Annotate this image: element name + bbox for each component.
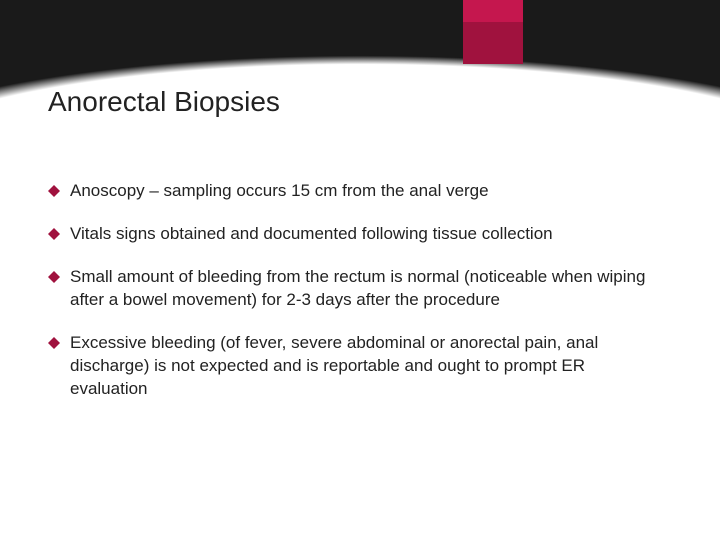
list-item: Vitals signs obtained and documented fol… [48, 223, 662, 246]
bullet-text: Excessive bleeding (of fever, severe abd… [70, 332, 662, 401]
diamond-bullet-icon [48, 271, 60, 283]
bullet-text: Small amount of bleeding from the rectum… [70, 266, 662, 312]
diamond-bullet-icon [48, 228, 60, 240]
accent-square [463, 22, 523, 64]
list-item: Excessive bleeding (of fever, severe abd… [48, 332, 662, 401]
content-area: Anoscopy – sampling occurs 15 cm from th… [48, 180, 662, 421]
list-item: Anoscopy – sampling occurs 15 cm from th… [48, 180, 662, 203]
diamond-bullet-icon [48, 185, 60, 197]
accent-strip-top [463, 0, 523, 22]
slide-title: Anorectal Biopsies [48, 86, 280, 118]
bullet-text: Vitals signs obtained and documented fol… [70, 223, 553, 246]
diamond-bullet-icon [48, 337, 60, 349]
list-item: Small amount of bleeding from the rectum… [48, 266, 662, 312]
bullet-text: Anoscopy – sampling occurs 15 cm from th… [70, 180, 489, 203]
